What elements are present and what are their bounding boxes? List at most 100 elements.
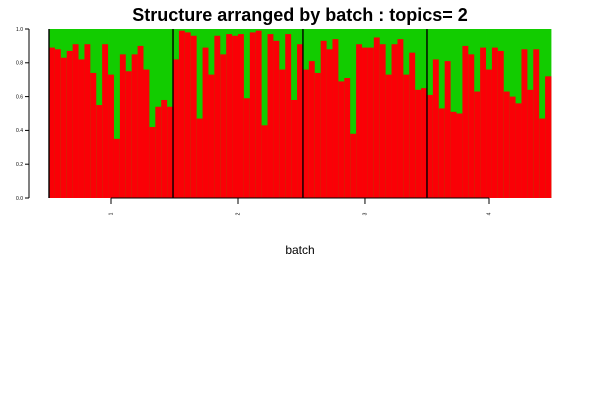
bar-topic1-g3-11 [362, 47, 369, 199]
bar-topic1-g1-1 [49, 47, 56, 199]
bar-topic1-g4-16 [515, 103, 522, 198]
bar-topic1-g3-15 [385, 74, 392, 198]
bar-topic1-g4-12 [491, 47, 499, 199]
bar-topic1-g1-4 [66, 50, 74, 198]
bar-topic1-g2-11 [232, 35, 239, 199]
y-tick-label: 0.2 [16, 162, 23, 168]
bar-topic1-g2-20 [285, 34, 292, 198]
bar-topic1-g2-4 [190, 35, 198, 199]
x-tick-label: 1 [108, 212, 114, 215]
bar-topic1-g2-13 [243, 98, 251, 198]
bar-topic2-g2-16 [261, 29, 268, 198]
bar-topic1-g4-4 [444, 61, 451, 198]
bar-topic2-g4-20 [539, 29, 546, 198]
bar-topic1-g2-19 [279, 69, 286, 198]
bar-topic1-g1-6 [78, 59, 85, 198]
bar-topic1-g2-8 [214, 35, 221, 199]
bar-topic1-g3-20 [415, 89, 422, 198]
bar-topic1-g2-21 [291, 99, 298, 198]
bar-topic1-g3-18 [403, 74, 410, 198]
x-axis: 1 2 3 4 [108, 197, 492, 215]
bar-topic1-g2-10 [226, 34, 233, 198]
bar-topic2-g2-5 [196, 29, 203, 198]
bar-topic1-g1-15 [131, 54, 138, 198]
bar-topic1-g1-20 [161, 99, 168, 198]
bar-topic1-g1-16 [137, 45, 144, 199]
x-tick-label: 4 [486, 212, 492, 215]
y-tick-label: 0.4 [16, 128, 23, 134]
bar-topic1-g4-7 [462, 45, 469, 199]
bar-topic1-g1-12 [113, 138, 121, 198]
y-tick-label: 0.8 [16, 61, 23, 67]
bar-topic1-g1-21 [167, 106, 174, 198]
bar-topic1-g4-5 [450, 111, 457, 198]
bar-topic1-g1-9 [96, 105, 103, 198]
bar-topic1-g4-19 [533, 49, 540, 198]
bar-topic2-g3-9 [350, 29, 357, 198]
bar-topic1-g4-9 [474, 91, 481, 198]
bar-topic1-g3-13 [373, 37, 381, 199]
bar-topic1-g2-7 [208, 74, 215, 198]
bar-topic1-g2-12 [237, 34, 245, 198]
bar-topic1-g4-21 [545, 76, 552, 198]
bar-topic1-g4-6 [456, 113, 463, 198]
bar-topic1-g2-22 [297, 44, 304, 199]
y-tick-label: 0.6 [16, 94, 23, 100]
bar-topic1-g4-11 [486, 69, 493, 198]
bar-topic1-g1-13 [119, 54, 127, 198]
bar-topic1-g4-14 [503, 91, 511, 198]
bar-topic1-g1-8 [90, 72, 97, 198]
bar-topic1-g2-15 [255, 30, 263, 198]
bar-topic1-g4-10 [480, 47, 487, 199]
bar-topic1-g1-5 [72, 44, 79, 199]
y-tick-label: 1.0 [16, 27, 23, 33]
bar-topic1-g3-2 [308, 61, 316, 198]
bar-topic1-g3-4 [320, 40, 327, 198]
bar-topic1-g3-6 [332, 39, 339, 198]
bar-topic1-g3-5 [326, 49, 333, 198]
bar-topic1-g2-18 [273, 40, 280, 198]
bar-topic1-g2-5 [196, 118, 203, 198]
bar-topic2-g1-12 [113, 29, 121, 198]
bar-topic1-g4-3 [438, 108, 446, 198]
bar-topic1-g3-8 [344, 78, 351, 198]
batch-separators [48, 29, 428, 198]
bar-topic1-g3-19 [409, 52, 416, 198]
bars-layer [49, 29, 552, 199]
bar-topic1-g1-19 [155, 106, 162, 198]
bar-topic1-g4-18 [527, 89, 534, 198]
bar-topic1-g2-6 [202, 47, 209, 199]
bar-topic1-g3-10 [356, 44, 363, 199]
bar-topic1-g3-17 [397, 39, 404, 198]
bar-topic1-g4-17 [521, 49, 528, 198]
bar-topic1-g1-14 [125, 71, 133, 198]
bar-topic1-g3-16 [391, 44, 398, 199]
bar-topic1-g4-20 [539, 118, 546, 198]
x-tick-label: 3 [362, 212, 368, 215]
bar-topic1-g3-3 [314, 72, 322, 198]
bar-topic1-g4-15 [509, 96, 516, 198]
bar-topic1-g3-9 [350, 133, 357, 198]
bar-topic1-g3-14 [379, 44, 387, 199]
bar-topic1-g3-7 [338, 81, 345, 198]
chart-title: Structure arranged by batch : topics= 2 [132, 5, 468, 25]
bar-topic1-g1-7 [84, 44, 91, 199]
bar-topic1-g4-2 [432, 59, 440, 198]
bar-topic1-g2-2 [178, 30, 186, 198]
bar-topic1-g4-13 [497, 50, 505, 198]
bar-topic1-g1-18 [149, 127, 156, 198]
bar-topic1-g3-1 [302, 69, 310, 198]
bar-topic2-g1-18 [149, 29, 156, 198]
bar-topic1-g2-1 [173, 59, 180, 198]
bar-topic1-g4-8 [468, 54, 475, 198]
bar-topic1-g2-17 [267, 34, 274, 198]
bar-topic1-g1-10 [102, 44, 109, 199]
bar-topic1-g1-17 [143, 69, 150, 198]
bar-topic1-g2-14 [249, 32, 257, 198]
bar-topic1-g1-11 [108, 74, 115, 198]
bar-topic1-g3-21 [421, 88, 428, 198]
bar-topic1-g1-2 [54, 49, 62, 198]
bar-topic1-g2-3 [184, 32, 192, 198]
bar-topic1-g2-9 [220, 54, 227, 198]
